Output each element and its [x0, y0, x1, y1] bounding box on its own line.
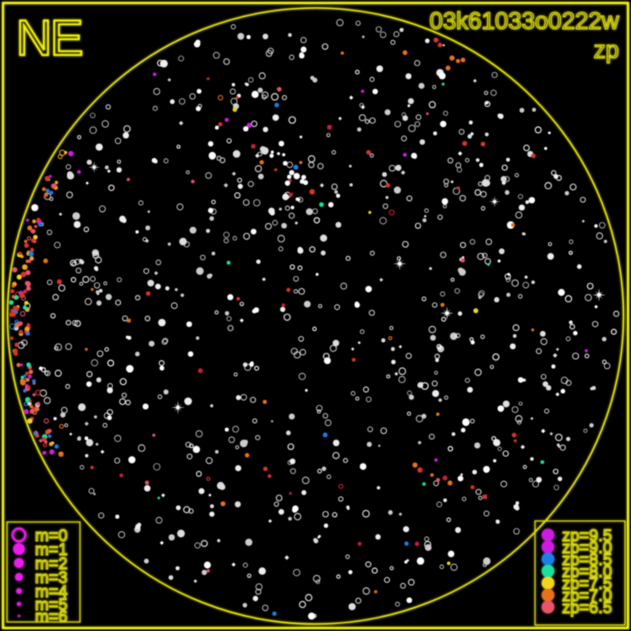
svg-text:zp: zp: [594, 37, 619, 64]
svg-text:m=6: m=6: [35, 608, 68, 626]
svg-text:NE: NE: [16, 10, 82, 66]
svg-text:03k61033o0222w: 03k61033o0222w: [429, 8, 619, 35]
svg-text:zp=6.5: zp=6.5: [562, 599, 612, 617]
